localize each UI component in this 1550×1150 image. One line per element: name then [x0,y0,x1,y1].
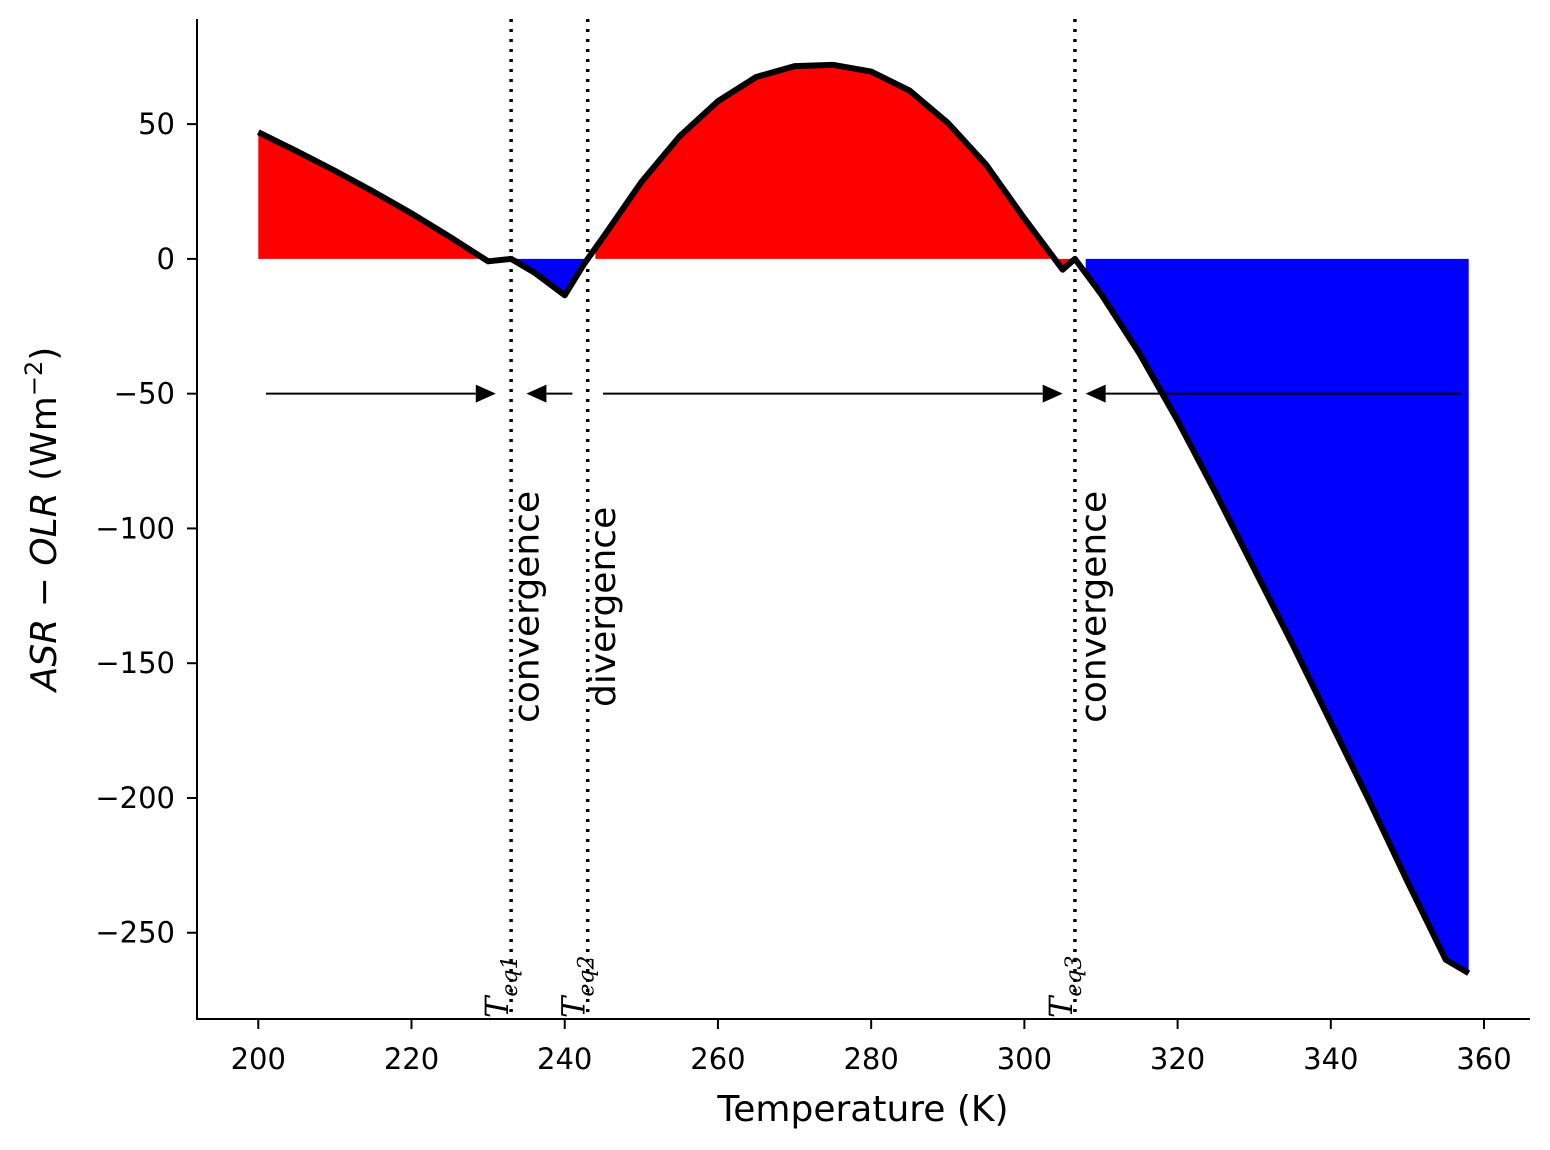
axes [196,19,1530,1020]
x-tick-label: 300 [997,1042,1052,1076]
asr-olr-curve [256,61,1471,976]
y-tick-label: −250 [95,916,175,950]
y-axis-label: ASR − OLR (Wm−2) [20,347,65,694]
y-tick-label: −200 [95,781,175,815]
equilibrium-lines [509,19,1077,1019]
equilibrium-label-eq3: Teq3 [1042,956,1087,1018]
y-label-unit-suffix: ) [24,347,65,361]
y-tick-label: 0 [157,242,175,276]
x-tick-label: 340 [1303,1042,1358,1076]
y-tick-label: −100 [95,511,175,545]
y-label-var1: ASR [24,619,65,694]
equilibrium-label-eq1: Teq1 [478,956,523,1018]
y-tick-label: −150 [95,646,175,680]
fill-negative-4 [1085,258,1469,974]
equilibrium-labels: Teq1 Teq2 Teq3 [478,956,1087,1018]
x-tick-label: 280 [843,1042,898,1076]
flow-arrows [265,384,1462,403]
annotation-1: convergence [506,491,547,723]
x-axis-label: Temperature (K) [716,1089,1008,1130]
y-tick-label: −50 [114,377,175,411]
arrow-head-1 [475,384,496,403]
fill-positive-3 [595,64,1075,270]
y-label-unit-prefix: (Wm [24,396,65,492]
annotation-2: divergence [583,507,624,707]
curve-layer [256,61,1471,976]
y-ticks: 50 0 −50 −100 −150 −200 −250 [95,107,197,950]
fill-areas [258,64,1469,974]
arrow-head-4 [1085,384,1106,403]
y-tick-label: 50 [138,107,175,141]
arrow-head-2 [526,384,547,403]
x-tick-label: 360 [1456,1042,1511,1076]
x-tick-label: 200 [231,1042,286,1076]
annotations: convergence divergence convergence [506,491,1114,723]
y-label-unit-exp: −2 [20,361,48,396]
x-ticks: 200 220 240 260 280 300 320 340 360 [231,1019,1512,1076]
x-tick-label: 220 [384,1042,439,1076]
x-tick-label: 260 [690,1042,745,1076]
y-label-var2: OLR [24,492,65,565]
equilibrium-label-eq2: Teq2 [555,956,600,1018]
x-tick-label: 320 [1150,1042,1205,1076]
annotation-3: convergence [1073,491,1114,723]
y-label-minus: − [24,566,65,619]
x-tick-label: 240 [537,1042,592,1076]
arrow-head-3 [1042,384,1063,403]
